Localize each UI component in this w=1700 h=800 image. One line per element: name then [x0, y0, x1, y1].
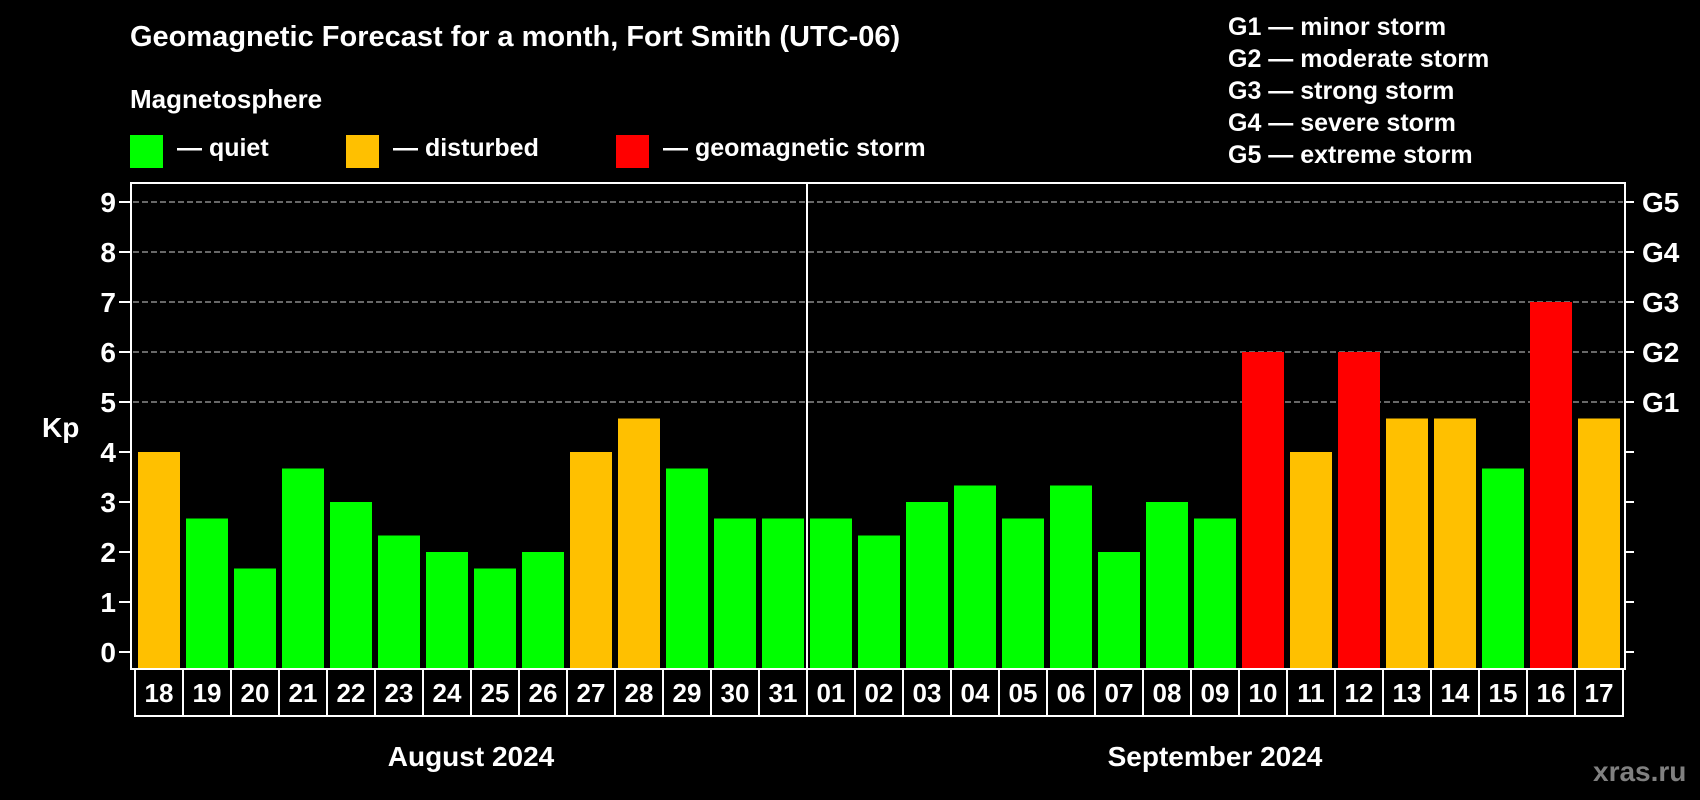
y-tick-label: 6	[100, 337, 116, 368]
x-tick-label: 14	[1441, 678, 1470, 708]
y-tick-label: 0	[100, 637, 116, 668]
x-tick-label: 12	[1345, 678, 1374, 708]
x-tick-label: 23	[385, 678, 414, 708]
x-tick-label: 29	[673, 678, 702, 708]
x-tick-label: 08	[1153, 678, 1182, 708]
month-label: September 2024	[1108, 741, 1323, 772]
bar-28	[618, 418, 660, 668]
x-tick-label: 28	[625, 678, 654, 708]
bar-08	[1146, 502, 1188, 668]
g-scale-label-G2: G2	[1642, 337, 1679, 368]
bar-01	[810, 518, 852, 668]
x-tick-label: 20	[241, 678, 270, 708]
x-tick-label: 18	[145, 678, 174, 708]
bar-30	[714, 518, 756, 668]
g-scale-label-G4: G4	[1642, 237, 1680, 268]
y-tick-label: 8	[100, 237, 116, 268]
x-tick-label: 06	[1057, 678, 1086, 708]
x-tick-label: 17	[1585, 678, 1614, 708]
g-scale-label-G1: G1	[1642, 387, 1679, 418]
bar-18	[138, 452, 180, 668]
bar-03	[906, 502, 948, 668]
storm-scale-g4: G4 — severe storm	[1228, 109, 1456, 137]
bar-27	[570, 452, 612, 668]
bar-14	[1434, 418, 1476, 668]
x-tick-label: 25	[481, 678, 510, 708]
y-tick-label: 2	[100, 537, 116, 568]
x-tick-label: 19	[193, 678, 222, 708]
y-tick-label: 1	[100, 587, 116, 618]
x-tick-label: 31	[769, 678, 798, 708]
x-tick-label: 07	[1105, 678, 1134, 708]
bar-06	[1050, 485, 1092, 668]
storm-scale-g5: G5 — extreme storm	[1228, 141, 1473, 169]
g-scale-label-G5: G5	[1642, 187, 1679, 218]
bar-15	[1482, 468, 1524, 668]
bar-29	[666, 468, 708, 668]
g-scale-label-G3: G3	[1642, 287, 1679, 318]
day-label-frame	[134, 668, 1624, 717]
y-tick-label: 5	[100, 387, 116, 418]
bar-21	[282, 468, 324, 668]
storm-scale-g1: G1 — minor storm	[1228, 13, 1447, 41]
x-tick-label: 01	[817, 678, 846, 708]
x-tick-label: 05	[1009, 678, 1038, 708]
bar-04	[954, 485, 996, 668]
x-tick-label: 26	[529, 678, 558, 708]
legend-swatch-storm	[616, 135, 649, 168]
legend-label-storm: — geomagnetic storm	[663, 134, 926, 162]
bar-07	[1098, 552, 1140, 668]
bar-12	[1338, 352, 1380, 668]
watermark: xras.ru	[1593, 756, 1687, 787]
storm-scale-g3: G3 — strong storm	[1228, 77, 1455, 105]
x-tick-label: 22	[337, 678, 366, 708]
legend-swatch-quiet	[130, 135, 163, 168]
storm-scale-g2: G2 — moderate storm	[1228, 45, 1490, 73]
bar-20	[234, 568, 276, 668]
chart-title: Geomagnetic Forecast for a month, Fort S…	[130, 21, 901, 53]
y-tick-label: 3	[100, 487, 116, 518]
bar-23	[378, 535, 420, 668]
x-tick-label: 27	[577, 678, 606, 708]
bar-24	[426, 552, 468, 668]
bar-25	[474, 568, 516, 668]
x-tick-label: 24	[433, 678, 462, 708]
x-tick-label: 11	[1297, 678, 1325, 708]
x-tick-label: 10	[1249, 678, 1278, 708]
legend-label-quiet: — quiet	[177, 134, 269, 162]
bar-13	[1386, 418, 1428, 668]
y-tick-label: 4	[100, 437, 116, 468]
bar-05	[1002, 518, 1044, 668]
bar-26	[522, 552, 564, 668]
x-tick-label: 03	[913, 678, 942, 708]
bar-22	[330, 502, 372, 668]
bar-19	[186, 518, 228, 668]
legend-label-disturbed: — disturbed	[393, 134, 539, 162]
bar-31	[762, 518, 804, 668]
bar-17	[1578, 418, 1620, 668]
x-tick-label: 30	[721, 678, 750, 708]
x-tick-label: 04	[961, 678, 990, 708]
bar-09	[1194, 518, 1236, 668]
x-tick-label: 21	[289, 678, 318, 708]
y-tick-label: 9	[100, 187, 116, 218]
y-tick-label: 7	[100, 287, 116, 318]
x-tick-label: 09	[1201, 678, 1230, 708]
bar-16	[1530, 302, 1572, 668]
legend-heading: Magnetosphere	[130, 84, 323, 114]
x-tick-label: 16	[1537, 678, 1566, 708]
x-tick-label: 02	[865, 678, 894, 708]
x-tick-label: 13	[1393, 678, 1422, 708]
x-tick-label: 15	[1489, 678, 1518, 708]
month-label: August 2024	[388, 741, 555, 772]
bar-10	[1242, 352, 1284, 668]
legend-swatch-disturbed	[346, 135, 379, 168]
y-axis-label: Kp	[42, 412, 79, 443]
bar-02	[858, 535, 900, 668]
bar-11	[1290, 452, 1332, 668]
